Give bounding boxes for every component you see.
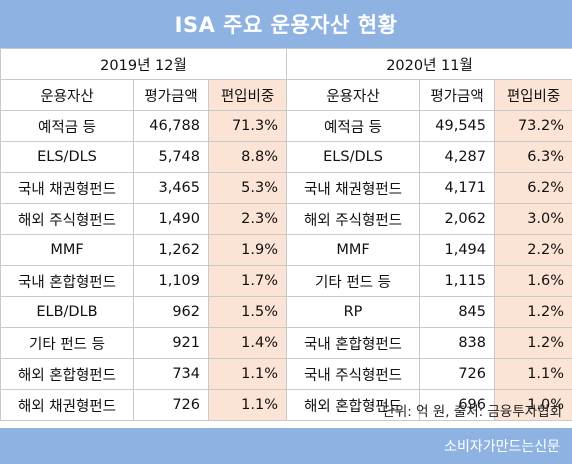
table-row: MMF 1,262 1.9% MMF 1,494 2.2%: [0, 234, 572, 266]
left-asset-name: 국내 혼합형펀드: [0, 265, 134, 297]
right-asset-value: 838: [419, 327, 496, 359]
right-asset-ratio: 1.0%: [494, 389, 572, 421]
right-asset-name: ELS/DLS: [286, 141, 421, 173]
left-asset-value: 46,788: [133, 110, 209, 142]
right-asset-ratio: 1.2%: [494, 327, 572, 359]
right-asset-name: 국내 주식형펀드: [286, 358, 421, 390]
right-asset-ratio: 1.6%: [494, 265, 572, 297]
right-asset-name: 국내 채권형펀드: [286, 172, 421, 204]
left-header-ratio: 편입비중: [207, 79, 288, 111]
left-asset-value: 3,465: [133, 172, 209, 204]
left-asset-value: 962: [133, 296, 209, 328]
right-asset-value: 1,115: [419, 265, 496, 297]
table-row: 해외 주식형펀드 1,490 2.3% 해외 주식형펀드 2,062 3.0%: [0, 203, 572, 235]
right-asset-name: 국내 혼합형펀드: [286, 327, 421, 359]
right-asset-value: 2,062: [419, 203, 496, 235]
right-asset-name: 해외 혼합형펀드: [286, 389, 421, 421]
table-row: 해외 채권형펀드 726 1.1% 해외 혼합형펀드 696 1.0%: [0, 389, 572, 421]
left-asset-name: 기타 펀드 등: [0, 327, 134, 359]
left-asset-name: MMF: [0, 234, 134, 266]
right-asset-name: RP: [286, 296, 421, 328]
left-asset-value: 1,262: [133, 234, 209, 266]
left-asset-ratio: 1.4%: [207, 327, 288, 359]
left-asset-name: 해외 혼합형펀드: [0, 358, 134, 390]
isa-assets-table: 2019년 12월 2020년 11월 운용자산 평가금액 편입비중 운용자산 …: [0, 48, 572, 421]
right-asset-ratio: 1.2%: [494, 296, 572, 328]
right-asset-name: MMF: [286, 234, 421, 266]
left-period-label: 2019년 12월: [0, 48, 288, 80]
table-row: 국내 혼합형펀드 1,109 1.7% 기타 펀드 등 1,115 1.6%: [0, 265, 572, 297]
table-title: ISA 주요 운용자산 현황: [174, 13, 398, 37]
left-asset-value: 726: [133, 389, 209, 421]
left-asset-value: 921: [133, 327, 209, 359]
right-asset-value: 726: [419, 358, 496, 390]
left-asset-ratio: 1.1%: [207, 389, 288, 421]
right-asset-name: 해외 주식형펀드: [286, 203, 421, 235]
right-asset-name: 예적금 등: [286, 110, 421, 142]
right-asset-value: 696: [419, 389, 496, 421]
left-asset-name: 해외 주식형펀드: [0, 203, 134, 235]
left-asset-value: 1,490: [133, 203, 209, 235]
left-header-asset: 운용자산: [0, 79, 134, 111]
publisher-credit-bar: 소비자가만드는신문: [0, 428, 572, 464]
right-asset-ratio: 6.2%: [494, 172, 572, 204]
left-header-value: 평가금액: [133, 79, 209, 111]
left-asset-ratio: 1.1%: [207, 358, 288, 390]
right-asset-value: 845: [419, 296, 496, 328]
left-asset-name: ELB/DLB: [0, 296, 134, 328]
left-asset-name: 국내 채권형펀드: [0, 172, 134, 204]
left-asset-value: 5,748: [133, 141, 209, 173]
left-asset-ratio: 8.8%: [207, 141, 288, 173]
left-asset-ratio: 1.9%: [207, 234, 288, 266]
right-header-value: 평가금액: [419, 79, 496, 111]
left-asset-ratio: 1.7%: [207, 265, 288, 297]
left-asset-ratio: 5.3%: [207, 172, 288, 204]
publisher-credit: 소비자가만드는신문: [444, 439, 560, 455]
right-asset-ratio: 2.2%: [494, 234, 572, 266]
left-asset-ratio: 71.3%: [207, 110, 288, 142]
left-asset-name: 예적금 등: [0, 110, 134, 142]
right-asset-value: 4,171: [419, 172, 496, 204]
left-asset-ratio: 1.5%: [207, 296, 288, 328]
table-row: ELB/DLB 962 1.5% RP 845 1.2%: [0, 296, 572, 328]
table-row: 기타 펀드 등 921 1.4% 국내 혼합형펀드 838 1.2%: [0, 327, 572, 359]
right-asset-ratio: 1.1%: [494, 358, 572, 390]
left-asset-value: 734: [133, 358, 209, 390]
table-body: 2019년 12월 2020년 11월 운용자산 평가금액 편입비중 운용자산 …: [0, 48, 572, 421]
table-row: 예적금 등 46,788 71.3% 예적금 등 49,545 73.2%: [0, 110, 572, 142]
table-row: 국내 채권형펀드 3,465 5.3% 국내 채권형펀드 4,171 6.2%: [0, 172, 572, 204]
table-row: ELS/DLS 5,748 8.8% ELS/DLS 4,287 6.3%: [0, 141, 572, 173]
right-header-asset: 운용자산: [286, 79, 421, 111]
table-title-bar: ISA 주요 운용자산 현황: [0, 0, 572, 48]
right-period-label: 2020년 11월: [286, 48, 572, 80]
right-asset-value: 4,287: [419, 141, 496, 173]
period-row: 2019년 12월 2020년 11월: [0, 48, 572, 80]
right-asset-value: 49,545: [419, 110, 496, 142]
left-asset-name: 해외 채권형펀드: [0, 389, 134, 421]
right-asset-ratio: 6.3%: [494, 141, 572, 173]
right-asset-value: 1,494: [419, 234, 496, 266]
left-asset-value: 1,109: [133, 265, 209, 297]
source-note: 단위: 억 원, 출처: 금융투자협회: [382, 404, 562, 420]
left-asset-name: ELS/DLS: [0, 141, 134, 173]
column-header-row: 운용자산 평가금액 편입비중 운용자산 평가금액 편입비중: [0, 79, 572, 111]
table-row: 해외 혼합형펀드 734 1.1% 국내 주식형펀드 726 1.1%: [0, 358, 572, 390]
right-asset-name: 기타 펀드 등: [286, 265, 421, 297]
right-asset-ratio: 73.2%: [494, 110, 572, 142]
right-header-ratio: 편입비중: [494, 79, 572, 111]
left-asset-ratio: 2.3%: [207, 203, 288, 235]
right-asset-ratio: 3.0%: [494, 203, 572, 235]
